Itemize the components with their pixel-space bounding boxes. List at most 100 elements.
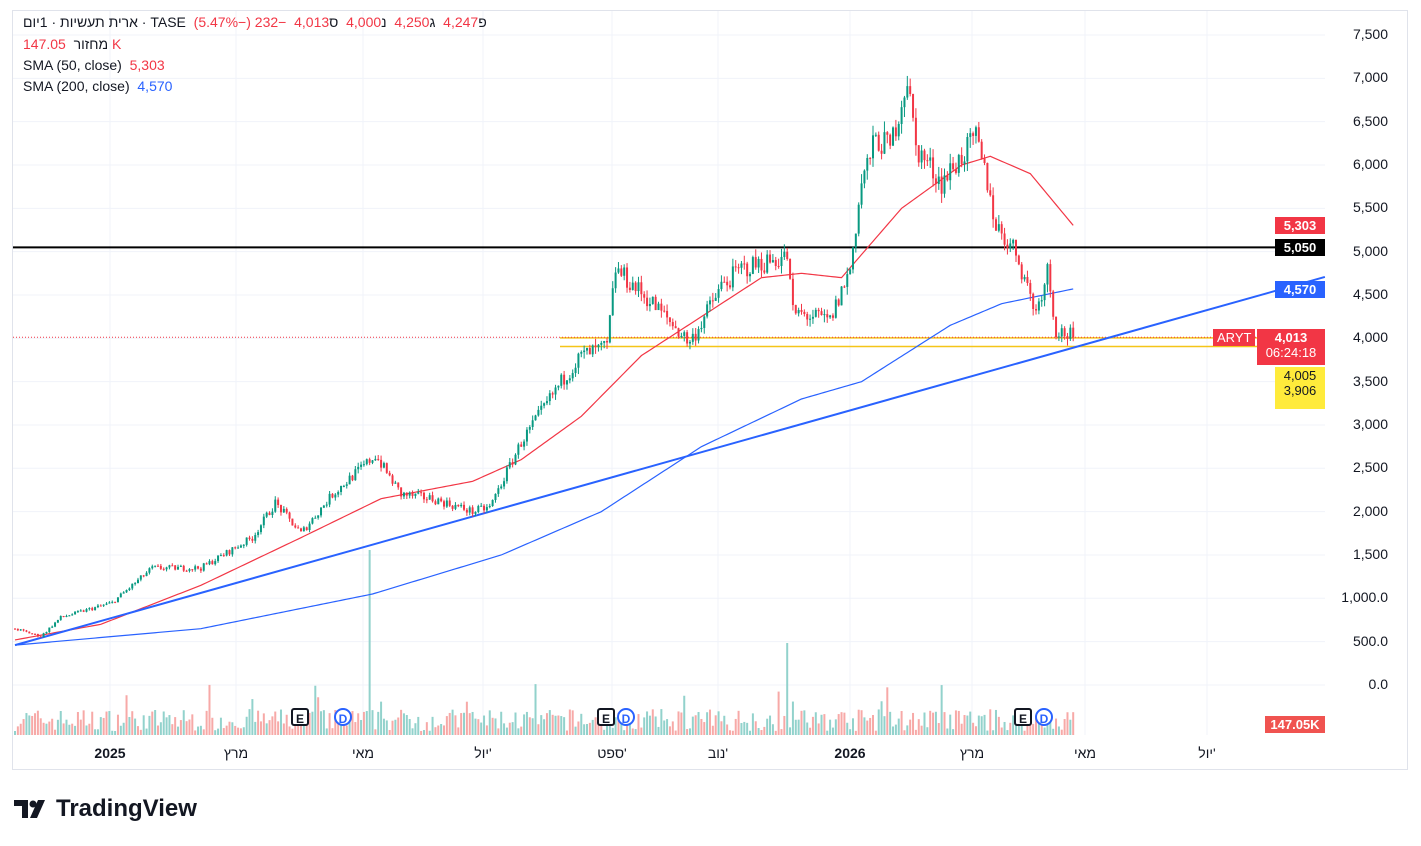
earnings-mark[interactable]: E — [1014, 708, 1032, 726]
candle-body — [694, 333, 697, 341]
volume-bar — [794, 719, 797, 735]
candle-body — [139, 575, 142, 580]
volume-bar — [431, 716, 434, 735]
candle-body — [1040, 300, 1043, 302]
tradingview-logo[interactable]: TradingView — [14, 795, 197, 823]
volume-bar — [282, 723, 285, 735]
candle-body — [726, 281, 729, 286]
volume-bar — [631, 728, 634, 735]
candle-body — [14, 628, 16, 630]
candle-body — [231, 547, 234, 555]
candle-body — [900, 107, 903, 125]
volume-bar — [31, 715, 34, 735]
candle-body — [208, 561, 211, 565]
candle-body — [897, 124, 900, 137]
candle-body — [628, 287, 631, 290]
candle-body — [646, 297, 649, 307]
candle-body — [451, 505, 454, 509]
volume-bar — [328, 713, 331, 735]
candle-body — [88, 608, 91, 610]
candle-body — [1066, 336, 1069, 339]
price-axis-label: 3,500 — [1352, 372, 1388, 389]
candle-body — [586, 347, 588, 351]
volume-bar — [159, 722, 162, 735]
candle-body — [594, 345, 597, 348]
volume-bar — [145, 728, 148, 735]
sma200-legend[interactable]: SMA (200, close) 4,570 — [23, 78, 172, 94]
volume-bar — [54, 729, 57, 735]
candle-body — [182, 565, 185, 571]
candle-body — [986, 162, 989, 191]
candle-body — [754, 257, 757, 268]
candle-body — [637, 282, 640, 292]
candle-body — [551, 393, 554, 395]
candle-body — [165, 567, 168, 570]
candle-body — [262, 516, 265, 526]
volume-bar — [19, 723, 22, 735]
candle-body — [954, 169, 957, 173]
volume-bar — [594, 717, 597, 735]
candle-body — [663, 310, 666, 312]
candle-body — [771, 260, 774, 263]
volume-bar — [646, 711, 649, 735]
candle-body — [777, 265, 780, 267]
candle-body — [485, 507, 488, 511]
volume-bar — [720, 721, 723, 735]
price-axis-label: 5,000 — [1352, 242, 1388, 259]
candle-body — [583, 350, 586, 353]
candle-body — [291, 518, 294, 526]
candle-body — [1000, 224, 1003, 234]
volume-bar — [219, 717, 222, 735]
volume-bar — [857, 709, 860, 735]
volume-legend[interactable]: מחזור 147.05 K — [23, 36, 121, 52]
volume-bar — [268, 720, 271, 735]
volume-bar — [411, 728, 414, 735]
candle-body — [623, 267, 626, 276]
sma50-legend[interactable]: SMA (50, close) 5,303 — [23, 57, 165, 73]
volume-bar — [451, 709, 454, 735]
volume-bar — [714, 715, 717, 735]
volume-bar — [234, 725, 237, 735]
volume-bar — [774, 730, 777, 735]
dividend-mark[interactable]: D — [1035, 708, 1053, 726]
candle-body — [823, 314, 826, 316]
candle-body — [854, 233, 857, 248]
volume-bar — [869, 717, 872, 735]
earnings-mark[interactable]: E — [291, 708, 309, 726]
candle-body — [803, 311, 806, 315]
candle-body — [683, 332, 686, 336]
volume-bar — [199, 725, 202, 735]
candle-body — [648, 303, 651, 307]
candle-body — [148, 568, 151, 573]
volume-bar — [763, 726, 766, 735]
price-axis-label: 1,500 — [1352, 545, 1388, 562]
time-axis-label: 2025 — [94, 745, 126, 761]
earnings-mark[interactable]: E — [597, 708, 615, 726]
candle-body — [548, 393, 551, 402]
candle-body — [1052, 291, 1055, 317]
candle-body — [214, 561, 217, 565]
candle-body — [443, 501, 445, 507]
candle-body — [877, 134, 880, 151]
candle-body — [680, 335, 683, 337]
dividend-mark[interactable]: D — [334, 708, 352, 726]
volume-bar — [351, 711, 354, 735]
candle-body — [282, 508, 285, 513]
candle-body — [154, 565, 157, 567]
volume-bar — [992, 730, 995, 735]
candle-body — [1003, 233, 1006, 245]
volume-bar — [1063, 719, 1066, 735]
volume-bar — [863, 717, 866, 735]
volume-bar — [16, 726, 19, 735]
candle-body — [254, 535, 257, 541]
volume-bar — [648, 715, 651, 735]
volume-bar — [1040, 719, 1043, 735]
volume-bar — [463, 712, 466, 735]
volume-bar — [877, 709, 880, 735]
volume-bar — [188, 719, 191, 735]
volume-bar — [872, 715, 874, 735]
candle-body — [837, 299, 840, 306]
dividend-mark[interactable]: D — [617, 708, 635, 726]
